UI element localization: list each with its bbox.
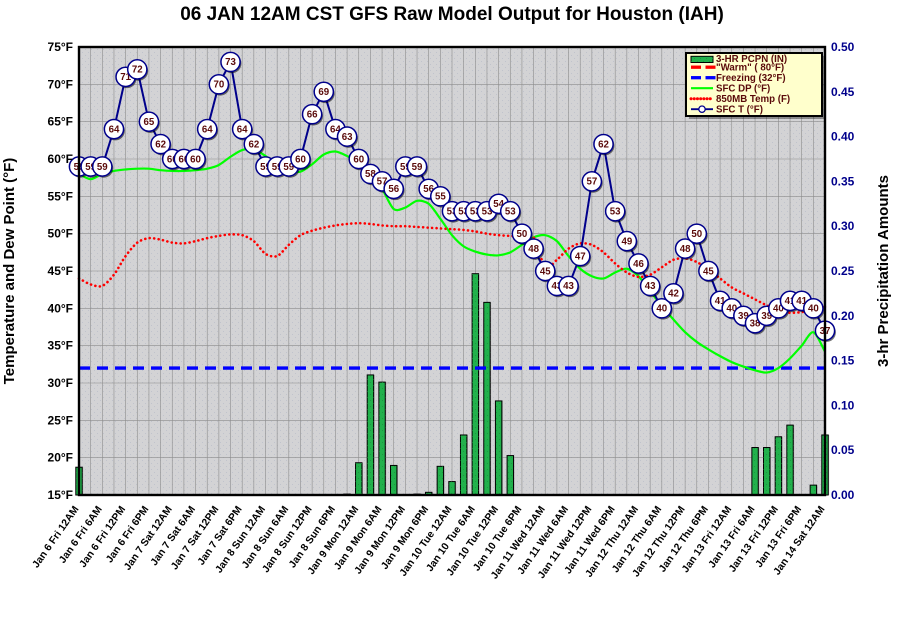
svg-text:60: 60 bbox=[353, 154, 364, 165]
svg-text:46: 46 bbox=[633, 259, 644, 270]
svg-text:59: 59 bbox=[97, 162, 108, 173]
svg-text:Temperature and Dew Point (°F): Temperature and Dew Point (°F) bbox=[1, 158, 18, 385]
svg-text:40°F: 40°F bbox=[48, 301, 73, 315]
svg-text:0.05: 0.05 bbox=[831, 443, 855, 457]
svg-text:0.15: 0.15 bbox=[831, 354, 855, 368]
svg-text:25°F: 25°F bbox=[48, 413, 73, 427]
svg-text:53: 53 bbox=[505, 207, 516, 218]
svg-text:60: 60 bbox=[295, 154, 306, 165]
svg-text:0.45: 0.45 bbox=[831, 85, 855, 99]
svg-text:15°F: 15°F bbox=[48, 488, 73, 502]
svg-text:64: 64 bbox=[237, 124, 248, 135]
svg-text:06 JAN 12AM CST GFS Raw Model: 06 JAN 12AM CST GFS Raw Model Output for… bbox=[180, 4, 724, 25]
svg-text:75°F: 75°F bbox=[48, 40, 73, 54]
svg-text:48: 48 bbox=[528, 244, 539, 255]
svg-text:56: 56 bbox=[388, 184, 399, 195]
svg-text:0.25: 0.25 bbox=[831, 264, 855, 278]
svg-text:45: 45 bbox=[540, 266, 551, 277]
svg-text:53: 53 bbox=[610, 207, 621, 218]
svg-text:57: 57 bbox=[586, 177, 597, 188]
svg-text:64: 64 bbox=[109, 124, 120, 135]
svg-text:72: 72 bbox=[132, 65, 143, 76]
svg-text:64: 64 bbox=[202, 124, 213, 135]
svg-text:55°F: 55°F bbox=[48, 189, 73, 203]
svg-text:35°F: 35°F bbox=[48, 339, 73, 353]
svg-text:"Warm" ( 80°F): "Warm" ( 80°F) bbox=[716, 63, 784, 74]
svg-text:43: 43 bbox=[645, 281, 656, 292]
svg-text:48: 48 bbox=[680, 244, 691, 255]
svg-text:20°F: 20°F bbox=[48, 451, 73, 465]
svg-text:63: 63 bbox=[342, 132, 353, 143]
svg-text:0.20: 0.20 bbox=[831, 309, 855, 323]
svg-text:45: 45 bbox=[703, 266, 714, 277]
svg-text:62: 62 bbox=[598, 139, 609, 150]
svg-text:SFC T (°F): SFC T (°F) bbox=[716, 105, 763, 116]
svg-text:50°F: 50°F bbox=[48, 227, 73, 241]
svg-text:30°F: 30°F bbox=[48, 376, 73, 390]
svg-text:47: 47 bbox=[575, 251, 586, 262]
svg-text:0.10: 0.10 bbox=[831, 398, 855, 412]
svg-text:0.40: 0.40 bbox=[831, 130, 855, 144]
svg-text:65°F: 65°F bbox=[48, 115, 73, 129]
svg-text:62: 62 bbox=[248, 139, 259, 150]
svg-text:66: 66 bbox=[307, 110, 318, 121]
svg-text:850MB Temp (F): 850MB Temp (F) bbox=[716, 94, 790, 105]
svg-text:60: 60 bbox=[190, 154, 201, 165]
svg-text:43: 43 bbox=[563, 281, 574, 292]
svg-text:65: 65 bbox=[144, 117, 155, 128]
svg-text:0.35: 0.35 bbox=[831, 174, 855, 188]
svg-text:3-hr Precipitation Amounts: 3-hr Precipitation Amounts bbox=[875, 175, 892, 367]
svg-text:70°F: 70°F bbox=[48, 77, 73, 91]
svg-text:50: 50 bbox=[691, 229, 702, 240]
svg-text:40: 40 bbox=[656, 304, 667, 315]
svg-text:62: 62 bbox=[155, 139, 166, 150]
svg-text:0.00: 0.00 bbox=[831, 488, 855, 502]
svg-text:60°F: 60°F bbox=[48, 152, 73, 166]
svg-text:42: 42 bbox=[668, 289, 679, 300]
svg-text:70: 70 bbox=[213, 80, 224, 91]
svg-text:Freezing (32°F): Freezing (32°F) bbox=[716, 73, 786, 84]
svg-text:59: 59 bbox=[412, 162, 423, 173]
svg-text:55: 55 bbox=[435, 192, 446, 203]
svg-text:49: 49 bbox=[621, 236, 632, 247]
svg-text:40: 40 bbox=[808, 304, 819, 315]
svg-text:73: 73 bbox=[225, 57, 236, 68]
svg-text:50: 50 bbox=[517, 229, 528, 240]
svg-text:0.50: 0.50 bbox=[831, 40, 855, 54]
svg-text:69: 69 bbox=[318, 87, 329, 98]
svg-text:0.30: 0.30 bbox=[831, 219, 855, 233]
svg-text:45°F: 45°F bbox=[48, 264, 73, 278]
svg-text:SFC DP (°F): SFC DP (°F) bbox=[716, 84, 770, 95]
